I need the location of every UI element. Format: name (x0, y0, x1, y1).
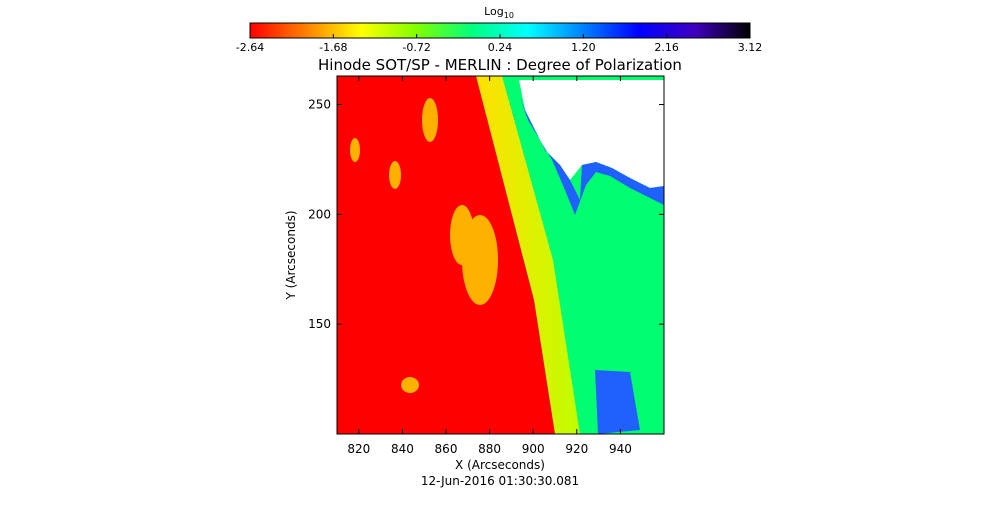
plage-patch (450, 205, 474, 265)
region-far-off-limb-top (519, 95, 664, 215)
y-tick-label: 200 (308, 207, 331, 221)
x-tick-label: 940 (609, 442, 632, 456)
plage-patches (350, 98, 498, 393)
x-tick-label: 900 (522, 442, 545, 456)
colorbar-tick-label: 3.12 (738, 41, 763, 54)
observation-timestamp: 12-Jun-2016 01:30:30.081 (421, 474, 579, 488)
y-axis-label: Y (Arcseconds) (284, 210, 298, 300)
colorbar-label: Log10 (484, 5, 514, 20)
chart-title: Hinode SOT/SP - MERLIN : Degree of Polar… (318, 56, 682, 74)
colorbar-tick-label: 1.20 (571, 41, 596, 54)
x-axis-label: X (Arcseconds) (455, 458, 545, 472)
y-axis: 150 200 250 (308, 98, 664, 331)
region-far-off-limb-bottom (595, 370, 640, 434)
heatmap-image (337, 76, 664, 434)
plage-patch (401, 377, 419, 393)
colorbar-ticks: -2.64 -1.68 -0.72 0.24 1.20 2.16 3.12 (236, 34, 762, 54)
region-no-data (519, 80, 664, 188)
colorbar-tick-label: -2.64 (236, 41, 264, 54)
colorbar-tick-label: -0.72 (402, 41, 430, 54)
x-tick-label: 820 (347, 442, 370, 456)
x-tick-label: 860 (435, 442, 458, 456)
plot-frame (336, 75, 665, 435)
plage-patch (422, 98, 438, 142)
colorbar: Log10 -2.64 -1.68 -0.72 0.24 1.20 2.16 3.12 (236, 5, 762, 54)
y-tick-label: 250 (308, 98, 331, 112)
x-axis: 820 840 860 880 900 920 940 (347, 76, 632, 456)
plage-patch (389, 161, 401, 189)
colorbar-tick-label: 0.24 (488, 41, 513, 54)
y-tick-label: 150 (308, 317, 331, 331)
x-tick-label: 840 (391, 442, 414, 456)
x-tick-label: 880 (478, 442, 501, 456)
colorbar-tick-label: -1.68 (319, 41, 347, 54)
plage-patch (350, 138, 360, 162)
region-limb-band (476, 76, 580, 434)
colorbar-tick-label: 2.16 (654, 41, 679, 54)
x-tick-label: 920 (565, 442, 588, 456)
